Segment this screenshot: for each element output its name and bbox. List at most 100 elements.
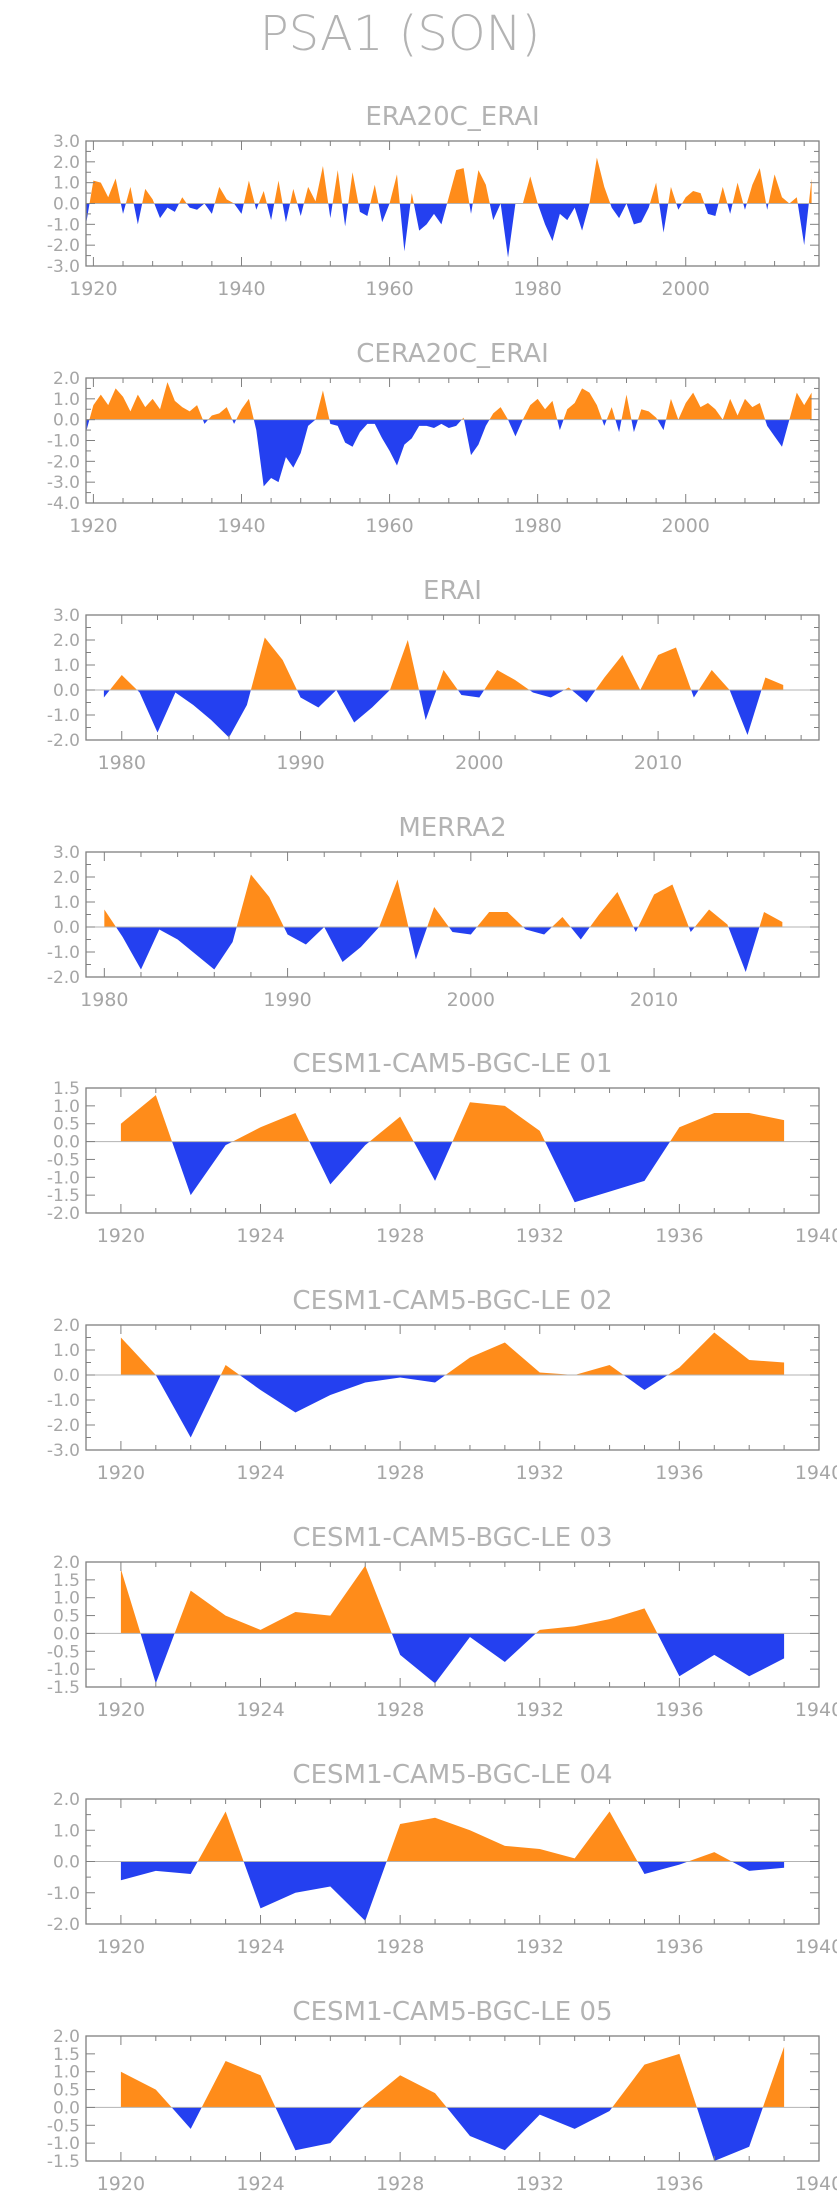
y-tick-label: -2.0 <box>47 731 80 751</box>
x-tick-label: 1932 <box>516 2173 564 2195</box>
y-tick-label: -1.0 <box>47 706 80 726</box>
y-tick-label: 1.0 <box>53 2063 80 2083</box>
y-tick-label: -1.0 <box>47 215 80 235</box>
y-tick-label: -4.0 <box>47 494 80 514</box>
y-tick-label: 2.0 <box>53 153 80 173</box>
y-tick-label: -1.0 <box>47 1884 80 1904</box>
x-tick-label: 1990 <box>276 752 324 774</box>
x-tick-label: 1928 <box>376 1225 424 1247</box>
x-tick-label: 1920 <box>97 1699 145 1721</box>
negative-area <box>104 927 783 972</box>
x-tick-label: 1924 <box>236 1936 284 1958</box>
y-tick-label: -3.0 <box>47 257 80 277</box>
y-tick-label: -3.0 <box>47 1441 80 1461</box>
panel-title: CESM1-CAM5-BGC-LE 03 <box>292 1523 612 1553</box>
panel-title: CESM1-CAM5-BGC-LE 04 <box>292 1760 612 1790</box>
y-tick-label: 0.0 <box>53 1366 80 1386</box>
y-tick-label: -2.0 <box>47 1915 80 1935</box>
x-tick-label: 1932 <box>516 1699 564 1721</box>
y-tick-label: 0.0 <box>53 2098 80 2118</box>
area-series <box>103 637 784 738</box>
x-tick-label: 1936 <box>655 1462 703 1484</box>
y-tick-label: 0.0 <box>53 681 80 701</box>
y-tick-label: 2.0 <box>53 1316 80 1336</box>
x-tick-label: 1980 <box>513 278 561 300</box>
y-tick-label: 1.0 <box>53 1589 80 1609</box>
x-tick-label: 1932 <box>516 1225 564 1247</box>
positive-area <box>103 637 784 690</box>
y-tick-label: -1.5 <box>47 2152 80 2172</box>
y-tick-label: -3.0 <box>47 473 80 493</box>
y-tick-label: -2.0 <box>47 1204 80 1224</box>
chart-panel-7: CESM1-CAM5-BGC-LE 032.01.51.00.50.0-0.5-… <box>47 1523 837 1721</box>
plot-frame <box>85 377 820 504</box>
y-tick-label: 1.0 <box>53 1821 80 1841</box>
x-tick-label: 1936 <box>655 1936 703 1958</box>
y-tick-label: 2.0 <box>53 631 80 651</box>
x-tick-label: 1924 <box>236 1225 284 1247</box>
plot-frame <box>85 614 820 741</box>
positive-area <box>120 1332 785 1375</box>
y-tick-label: 2.0 <box>53 1553 80 1573</box>
x-tick-label: 1920 <box>97 1936 145 1958</box>
y-tick-label: -1.0 <box>47 2134 80 2154</box>
x-tick-label: 1928 <box>376 1699 424 1721</box>
x-tick-label: 2000 <box>447 989 495 1011</box>
y-tick-label: 1.0 <box>53 390 80 410</box>
area-series <box>120 1811 785 1921</box>
x-tick-label: 1920 <box>97 1225 145 1247</box>
x-tick-label: 1920 <box>97 1462 145 1484</box>
panel-title: CERA20C_ERAI <box>356 339 549 369</box>
negative-area <box>120 2107 785 2161</box>
y-tick-label: 0.0 <box>53 1624 80 1644</box>
positive-area <box>86 157 812 204</box>
area-series <box>104 874 783 972</box>
panel-title: CESM1-CAM5-BGC-LE 01 <box>292 1049 612 1079</box>
y-tick-label: 3.0 <box>53 843 80 863</box>
y-tick-label: 1.5 <box>53 2045 80 2065</box>
negative-area <box>86 419 812 487</box>
area-series <box>120 1565 785 1684</box>
negative-area <box>120 1141 785 1203</box>
x-tick-label: 1932 <box>516 1936 564 1958</box>
y-tick-label: -1.0 <box>47 1391 80 1411</box>
x-tick-label: 1980 <box>513 515 561 537</box>
panel-title: ERAI <box>423 576 482 606</box>
area-series <box>120 2046 785 2161</box>
y-tick-label: 2.0 <box>53 868 80 888</box>
positive-area <box>120 1811 785 1862</box>
positive-area <box>104 874 783 927</box>
y-tick-label: 1.0 <box>53 893 80 913</box>
panel-title: CESM1-CAM5-BGC-LE 05 <box>292 1997 612 2027</box>
y-tick-label: -1.0 <box>47 432 80 452</box>
area-series <box>86 382 812 487</box>
x-tick-label: 1928 <box>376 2173 424 2195</box>
y-tick-label: 2.0 <box>53 1790 80 1810</box>
y-tick-label: -1.5 <box>47 1186 80 1206</box>
x-tick-label: 1940 <box>217 278 265 300</box>
y-tick-label: 1.0 <box>53 1341 80 1361</box>
x-tick-label: 1936 <box>655 1225 703 1247</box>
plot-frame <box>85 1798 820 1925</box>
y-tick-label: 0.5 <box>53 2081 80 2101</box>
negative-area <box>86 203 812 258</box>
x-tick-label: 1940 <box>217 515 265 537</box>
positive-area <box>120 1095 785 1142</box>
x-tick-label: 1980 <box>98 752 146 774</box>
x-tick-label: 2010 <box>634 752 682 774</box>
plot-frame <box>85 851 820 978</box>
x-tick-label: 1920 <box>97 2173 145 2195</box>
x-tick-label: 1924 <box>236 1462 284 1484</box>
x-tick-label: 1940 <box>795 1225 837 1247</box>
x-tick-label: 1936 <box>655 1699 703 1721</box>
area-series <box>120 1332 785 1438</box>
positive-area <box>120 1565 785 1634</box>
y-tick-label: 1.0 <box>53 1097 80 1117</box>
x-tick-label: 1940 <box>795 1699 837 1721</box>
x-tick-label: 1936 <box>655 2173 703 2195</box>
x-tick-label: 1940 <box>795 1462 837 1484</box>
y-tick-label: -2.0 <box>47 452 80 472</box>
y-tick-label: 3.0 <box>53 132 80 152</box>
